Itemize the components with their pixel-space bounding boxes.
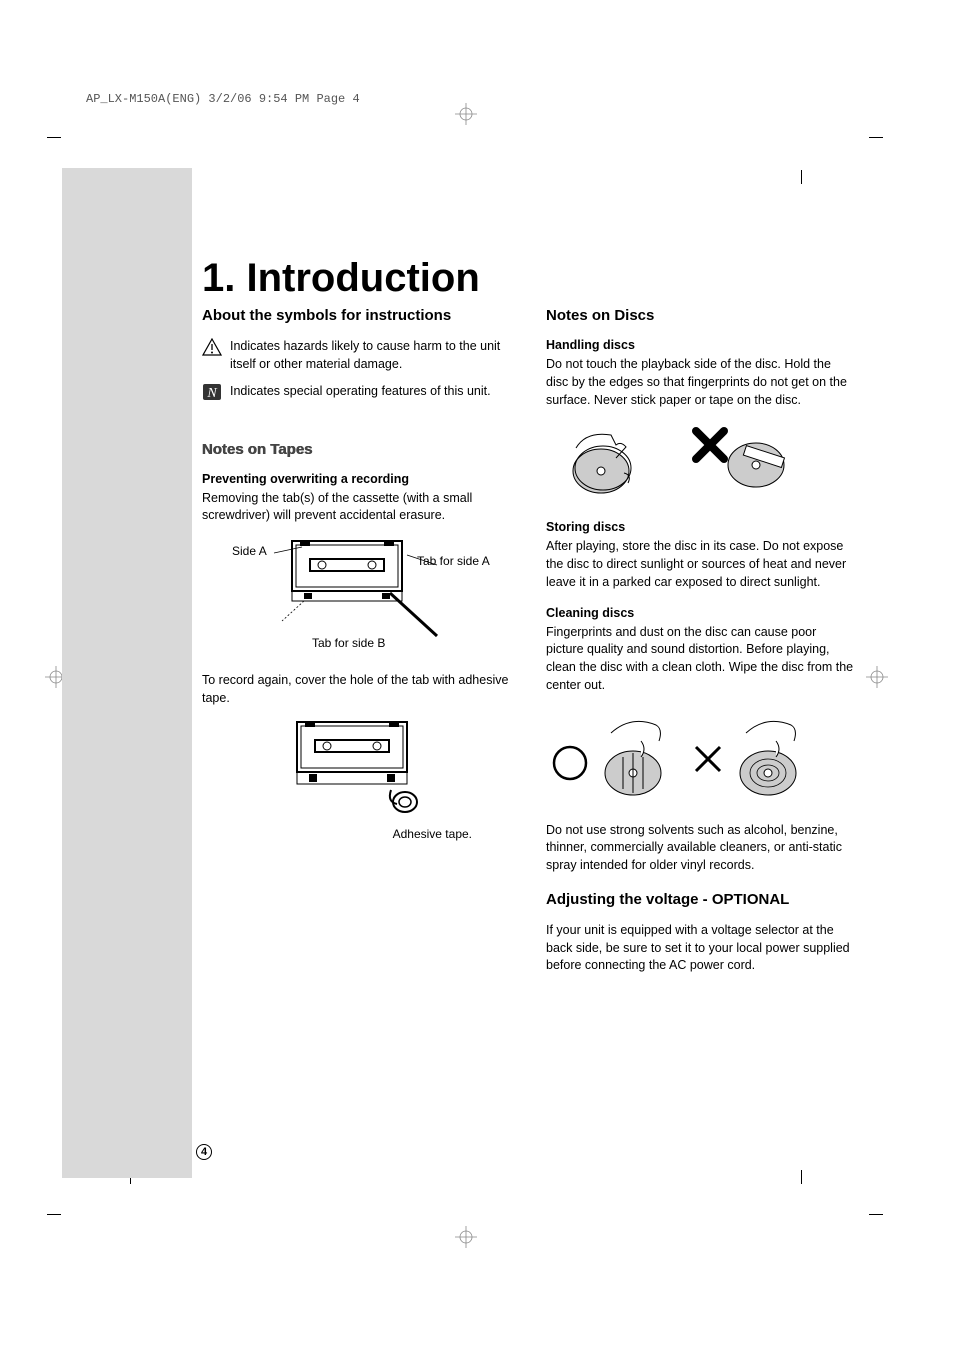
tapes-heading: Notes on Tapes bbox=[202, 441, 512, 458]
right-column: Notes on Discs Handling discs Do not tou… bbox=[546, 307, 856, 985]
symbols-heading: About the symbols for instructions bbox=[202, 307, 512, 324]
reg-mark-top bbox=[455, 103, 477, 125]
cleaning-text: Fingerprints and dust on the disc can ca… bbox=[546, 624, 856, 695]
solvents-text: Do not use strong solvents such as alcoh… bbox=[546, 822, 856, 875]
note-text: Indicates special operating features of … bbox=[230, 383, 491, 407]
label-side-a: Side A bbox=[232, 544, 267, 558]
left-column: About the symbols for instructions Indic… bbox=[202, 307, 512, 985]
note-icon: N bbox=[202, 383, 222, 407]
discs-heading: Notes on Discs bbox=[546, 307, 856, 324]
page-number: 4 bbox=[196, 1144, 212, 1160]
chapter-title: 1. Introduction bbox=[202, 256, 862, 301]
symbol-note: N Indicates special operating features o… bbox=[202, 383, 512, 407]
reg-mark-right bbox=[866, 666, 888, 688]
voltage-text: If your unit is equipped with a voltage … bbox=[546, 922, 856, 975]
hazard-text: Indicates hazards likely to cause harm t… bbox=[230, 338, 512, 373]
label-tab-a: Tab for side A bbox=[417, 554, 490, 568]
adhesive-label: Adhesive tape. bbox=[202, 827, 512, 841]
page-content: 1. Introduction About the symbols for in… bbox=[202, 256, 862, 985]
record-again-text: To record again, cover the hole of the t… bbox=[202, 672, 512, 708]
storing-text: After playing, store the disc in its cas… bbox=[546, 538, 856, 591]
prevent-text: Removing the tab(s) of the cassette (wit… bbox=[202, 490, 512, 526]
cleaning-heading: Cleaning discs bbox=[546, 606, 856, 620]
disc-handling-diagram bbox=[546, 419, 856, 502]
prevent-heading: Preventing overwriting a recording bbox=[202, 472, 512, 486]
gray-sidebar bbox=[62, 168, 192, 1178]
storing-heading: Storing discs bbox=[546, 520, 856, 534]
handling-text: Do not touch the playback side of the di… bbox=[546, 356, 856, 409]
print-header: AP_LX-M150A(ENG) 3/2/06 9:54 PM Page 4 bbox=[86, 92, 360, 106]
svg-text:N: N bbox=[206, 386, 217, 401]
cassette-diagram-tape: Adhesive tape. bbox=[202, 718, 512, 841]
cassette-diagram-tabs: Side A bbox=[202, 535, 512, 660]
handling-heading: Handling discs bbox=[546, 338, 856, 352]
hazard-icon bbox=[202, 338, 222, 373]
symbol-hazard: Indicates hazards likely to cause harm t… bbox=[202, 338, 512, 373]
label-tab-b: Tab for side B bbox=[312, 636, 385, 650]
voltage-heading: Adjusting the voltage - OPTIONAL bbox=[546, 891, 856, 908]
disc-cleaning-diagram bbox=[546, 705, 856, 810]
reg-mark-bottom bbox=[455, 1226, 477, 1248]
